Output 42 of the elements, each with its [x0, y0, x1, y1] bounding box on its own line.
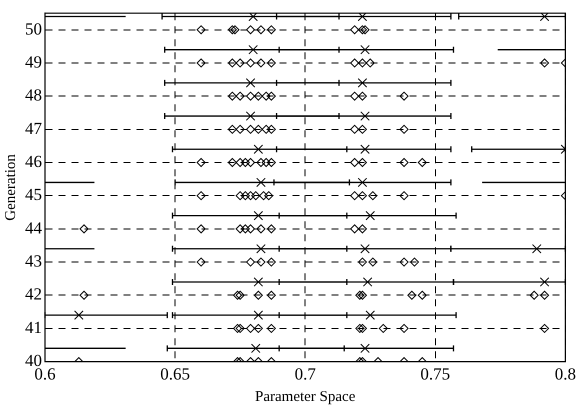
y-tick-label: 48 [25, 86, 42, 105]
point [256, 178, 266, 188]
point [251, 344, 260, 354]
y-tick-label: 50 [25, 19, 42, 38]
point [358, 178, 368, 188]
y-tick-label: 42 [25, 284, 42, 304]
x-tick-label: 0.7 [294, 364, 316, 384]
point [360, 344, 370, 354]
y-tick-label: 47 [25, 118, 42, 138]
point [358, 13, 368, 22]
point [254, 277, 264, 287]
y-tick-label: 46 [25, 152, 42, 171]
point [254, 210, 264, 220]
point [360, 111, 370, 121]
point [540, 13, 550, 22]
point [248, 44, 258, 54]
point [358, 78, 368, 88]
point [360, 44, 370, 54]
point [532, 244, 542, 254]
x-tick-label: 0.65 [160, 364, 190, 384]
y-tick-label: 45 [25, 185, 42, 204]
x-tick-label: 0.75 [420, 364, 450, 384]
y-tick-label: 49 [25, 52, 42, 72]
point [248, 13, 258, 22]
point [360, 144, 370, 154]
y-tick-label: 43 [25, 252, 42, 271]
point [360, 244, 370, 254]
y-axis-title: Generation [2, 154, 19, 221]
point [254, 310, 264, 320]
point [256, 244, 266, 254]
point [246, 78, 256, 88]
x-tick-label: 0.8 [554, 364, 576, 384]
point [74, 310, 84, 320]
point [365, 210, 375, 220]
point [246, 111, 256, 121]
y-tick-label: 41 [25, 318, 42, 337]
point [540, 277, 550, 287]
point [362, 277, 372, 287]
point [365, 310, 375, 320]
point [254, 144, 264, 154]
y-tick-label: 44 [25, 218, 42, 238]
x-axis-title: Parameter Space [255, 388, 356, 405]
